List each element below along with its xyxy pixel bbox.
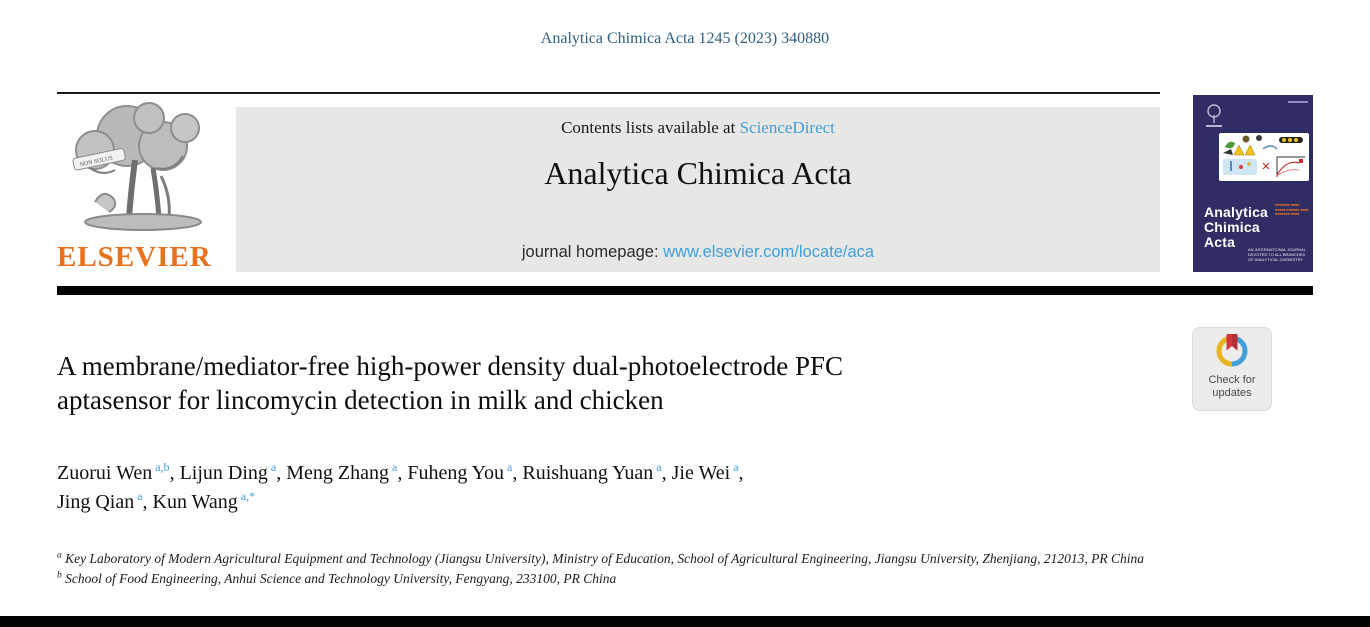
article-title-line1: A membrane/mediator-free high-power dens… [57, 351, 843, 381]
cover-issue-text [1288, 101, 1308, 103]
contents-line: Contents lists available at ScienceDirec… [236, 118, 1160, 138]
author-affiliation-sup: a,b [155, 460, 170, 475]
author: Fuheng You a [407, 460, 513, 484]
cover-elsevier-mark-icon [1206, 104, 1222, 127]
author: Zuorui Wen a,b [57, 460, 170, 484]
cover-subtitle: AN INTERNATIONAL JOURNAL DEVOTED TO ALL … [1248, 247, 1306, 262]
journal-citation: Analytica Chimica Acta 1245 (2023) 34088… [540, 30, 830, 47]
author-line: Jing Qian a, Kun Wang a,* [57, 489, 256, 513]
bottom-rule [0, 616, 1370, 627]
contents-prefix: Contents lists available at [561, 118, 740, 137]
elsevier-logo: NON SOLUS ELSEVIER [57, 98, 235, 274]
author: Jing Qian a [57, 489, 143, 513]
author-line: Zuorui Wen a,b, Lijun Ding a, Meng Zhang a,… [57, 460, 744, 484]
affiliation: b School of Food Engineering, Anhui Scie… [57, 570, 617, 586]
elsevier-tree-icon: NON SOLUS [72, 102, 202, 231]
affiliations: a Key Laboratory of Modern Agricultural … [57, 549, 1207, 589]
crossmark-icon [1216, 334, 1248, 367]
author: Lijun Ding a [179, 460, 277, 484]
author-lines: Zuorui Wen a,b, Lijun Ding a, Meng Zhang a,… [57, 459, 744, 517]
journal-banner: Contents lists available at ScienceDirec… [236, 107, 1160, 272]
author: Jie Wei a [671, 460, 739, 484]
cover-graphical-abstract [1219, 133, 1309, 181]
header-thick-rule [57, 286, 1313, 295]
affiliation: a Key Laboratory of Modern Agricultural … [57, 550, 1145, 566]
check-for-updates-badge[interactable]: Check for updates [1192, 327, 1272, 411]
author-affiliation-sup: a [733, 460, 739, 475]
author-affiliation-sup: a [392, 460, 398, 475]
sciencedirect-link[interactable]: ScienceDirect [739, 118, 835, 137]
author: Kun Wang a,* [152, 489, 256, 513]
badge-label: Check for updates [1208, 374, 1256, 399]
author: Meng Zhang a [286, 460, 398, 484]
cover-title: Analytica Chimica Acta [1204, 204, 1269, 250]
author-affiliation-sup: a,* [240, 489, 256, 504]
elsevier-wordmark: ELSEVIER [57, 241, 212, 273]
journal-cover-thumbnail[interactable]: Analytica Chimica Acta AN INTERNATIONAL … [1193, 95, 1313, 272]
author-affiliation-sup: a [137, 489, 143, 504]
author-affiliation-sup: a [507, 460, 513, 475]
homepage-prefix: journal homepage: [521, 243, 664, 261]
author-affiliation-sup: a [270, 460, 277, 475]
cover-editors-text: ■■■■■■■ ■■■■ ■■■■■ ■■■■■■ ■■■■ ■■■■■■■ ■… [1275, 203, 1309, 216]
homepage-line: journal homepage: www.elsevier.com/locat… [236, 243, 1160, 262]
homepage-url-link[interactable]: www.elsevier.com/locate/aca [663, 243, 875, 261]
header-thin-rule [57, 92, 1160, 94]
journal-title: Analytica Chimica Acta [544, 155, 852, 191]
article-title-line2: aptasensor for lincomycin detection in m… [57, 385, 664, 415]
author: Ruishuang Yuan a [522, 460, 662, 484]
author-affiliation-sup: a [656, 460, 662, 475]
article-title: A membrane/mediator-free high-power dens… [57, 349, 1157, 417]
